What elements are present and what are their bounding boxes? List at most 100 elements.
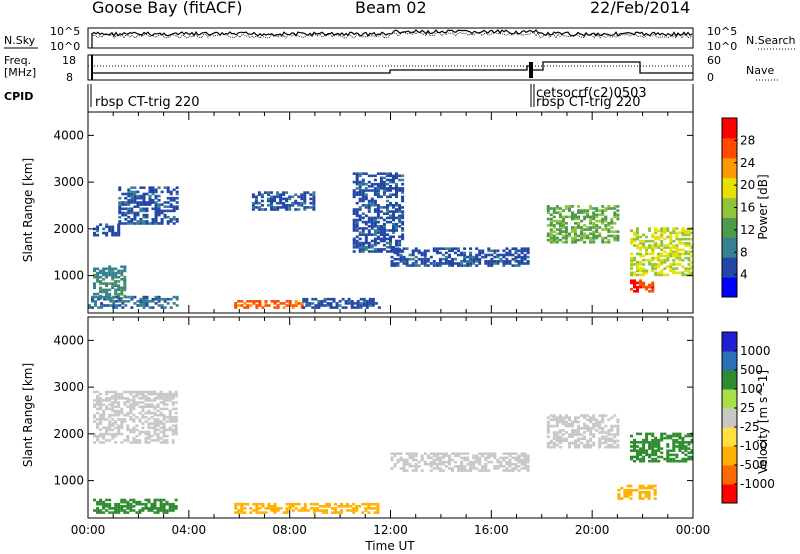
heatmap-cell [174, 430, 178, 434]
heatmap-cell [157, 207, 161, 211]
heatmap-cell [604, 414, 608, 417]
heatmap-cell [454, 465, 457, 468]
heatmap-cell [663, 261, 667, 264]
heatmap-cell [592, 238, 596, 242]
heatmap-cell [133, 186, 137, 189]
heatmap-cell [639, 242, 643, 245]
heatmap-cell [379, 176, 383, 180]
heatmap-cell [315, 507, 319, 510]
heatmap-cell [672, 443, 676, 446]
heatmap-cell [592, 443, 596, 447]
heatmap-cell [370, 197, 374, 201]
heatmap-cell [102, 403, 106, 406]
heatmap-cell [129, 390, 133, 394]
heatmap-cell [159, 420, 163, 423]
heatmap-cell [273, 199, 276, 203]
heatmap-cell [481, 454, 485, 458]
heatmap-cell [139, 222, 143, 225]
heatmap-cell [392, 235, 395, 239]
nsky-panel-frame [87, 27, 694, 49]
heatmap-cell [147, 426, 151, 430]
heatmap-cell [517, 454, 521, 458]
colorbar-tick-label: 100 [740, 382, 763, 396]
heatmap-cell [111, 405, 115, 408]
heatmap-cell [639, 441, 643, 444]
heatmap-cell [282, 204, 286, 207]
heatmap-cell [561, 429, 565, 432]
heatmap-cell [616, 234, 620, 238]
heatmap-cell [401, 214, 405, 218]
heatmap-cell [395, 208, 398, 211]
heatmap-cell [102, 269, 106, 273]
heatmap-cell [592, 222, 596, 225]
heatmap-cell [282, 191, 286, 194]
heatmap-cell [583, 240, 587, 244]
heatmap-cell [469, 460, 473, 464]
heatmap-cell [457, 467, 460, 470]
heatmap-cell [267, 505, 271, 508]
heatmap-cell [361, 180, 365, 184]
heatmap-cell [156, 434, 160, 438]
heatmap-cell [168, 394, 172, 398]
heatmap-cell [469, 247, 473, 250]
heatmap-cell [666, 436, 670, 440]
heatmap-cell [129, 403, 133, 406]
heatmap-cell [651, 265, 655, 268]
heatmap-cell [364, 509, 368, 512]
heatmap-cell [648, 455, 652, 459]
heatmap-cell [466, 260, 470, 263]
heatmap-cell [144, 403, 148, 406]
heatmap-cell [633, 279, 636, 282]
heatmap-cell [382, 227, 386, 230]
heatmap-cell [616, 209, 620, 212]
heatmap-cell [109, 304, 113, 307]
heatmap-cell [160, 203, 164, 206]
heatmap-cell [308, 302, 312, 305]
heatmap-cell [561, 215, 565, 219]
heatmap-cell [105, 284, 109, 287]
heatmap-cell [514, 260, 518, 263]
heatmap-cell [102, 418, 106, 421]
heatmap-cell [273, 208, 276, 211]
heatmap-cell [451, 262, 454, 265]
heatmap-cell [379, 172, 383, 175]
heatmap-cell [496, 260, 500, 263]
heatmap-cell [352, 191, 356, 194]
heatmap-cell [561, 226, 565, 229]
heatmap-cell [108, 407, 112, 411]
heatmap-cell [490, 264, 494, 267]
heatmap-cell [514, 467, 518, 470]
heatmap-cell [604, 207, 608, 210]
heatmap-cell [663, 231, 667, 235]
heatmap-cell [109, 300, 113, 303]
heatmap-cell [549, 439, 553, 443]
heatmap-cell [123, 498, 127, 502]
heatmap-cell [371, 297, 375, 301]
heatmap-cell [352, 250, 356, 253]
heatmap-cell [234, 511, 238, 514]
heatmap-cell [414, 462, 418, 466]
heatmap-cell [558, 224, 562, 227]
heatmap-cell [157, 194, 161, 198]
heatmap-cell [103, 304, 107, 307]
colorbar-tick-label: -500 [740, 458, 767, 472]
heatmap-cell [249, 511, 253, 514]
heatmap-cell [423, 264, 427, 267]
heatmap-cell [411, 257, 415, 261]
heatmap-cell [175, 190, 179, 194]
heatmap-cell [309, 507, 313, 510]
heatmap-cell [171, 428, 175, 432]
heatmap-cell [395, 195, 398, 199]
heatmap-cell [561, 230, 565, 233]
heatmap-cell [595, 226, 599, 229]
heatmap-cell [589, 228, 593, 231]
heatmap-cell [669, 248, 673, 251]
heatmap-cell [126, 505, 130, 508]
heatmap-cell [162, 434, 166, 438]
heatmap-cell [389, 229, 392, 232]
heatmap-cell [681, 237, 685, 241]
heatmap-cell [393, 249, 397, 253]
heatmap-cell [172, 218, 176, 221]
heatmap-cell [376, 206, 380, 209]
heatmap-cell [552, 435, 556, 438]
